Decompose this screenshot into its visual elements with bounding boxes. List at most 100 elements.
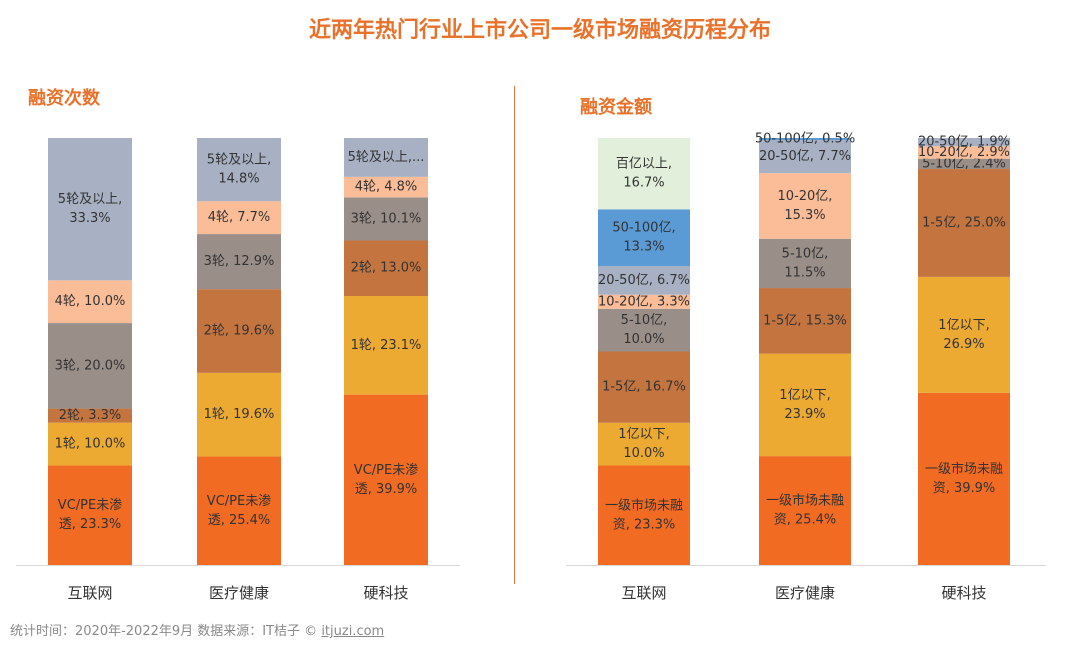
data-label: 1轮, 19.6% [204, 407, 275, 422]
data-label: 1亿以下, [938, 318, 989, 333]
data-label: 5-10亿, 2.4% [922, 156, 1006, 171]
bar-segment [598, 351, 690, 423]
bar-segment [598, 294, 690, 309]
data-label: 10.0% [623, 332, 664, 347]
footer-text: 统计时间：2020年-2022年9月 数据来源：IT桔子 © [10, 624, 322, 639]
bar-segment [598, 138, 690, 210]
data-label: 15.3% [784, 208, 825, 223]
data-label: 16.7% [623, 176, 664, 191]
bar-segment [344, 295, 428, 395]
data-label: VC/PE未渗 [207, 494, 271, 509]
bar-segment [918, 146, 1010, 159]
data-label: 10-20亿, 3.3% [598, 294, 690, 309]
data-label: 5-10亿, [621, 313, 668, 328]
category-label: 硬科技 [363, 584, 408, 602]
bar-segment [759, 353, 851, 457]
category-label: 医疗健康 [209, 584, 269, 602]
bar-segment [759, 173, 851, 239]
data-label: 20-50亿, 1.9% [918, 135, 1010, 150]
bar-segment [759, 138, 851, 141]
source-link[interactable]: itjuzi.com [321, 624, 385, 639]
data-label: 5轮及以上, [207, 153, 271, 168]
bar-segment [918, 392, 1010, 565]
bar-segment [598, 308, 690, 352]
bar-segment [759, 288, 851, 354]
bar-segment [598, 422, 690, 466]
data-label: 5-10亿, [782, 246, 829, 261]
bar-segment [918, 169, 1010, 277]
bar-segment [197, 138, 281, 202]
data-label: 3轮, 12.9% [204, 254, 275, 269]
bar-segment [598, 209, 690, 267]
data-label: 5轮及以上,... [348, 150, 425, 165]
bar-segment [197, 201, 281, 235]
bar-segment [197, 372, 281, 457]
data-label: 一级市场未融 [766, 493, 844, 509]
data-label: 10-20亿, [778, 189, 833, 204]
data-label: 26.9% [943, 337, 984, 352]
bar-segment [918, 158, 1010, 170]
bar-segment [48, 280, 132, 324]
data-label: 2轮, 3.3% [59, 408, 122, 423]
data-label: 50-100亿, 0.5% [755, 132, 855, 147]
bar-segment [918, 138, 1010, 147]
bar-segment [48, 408, 132, 423]
chart-title-financing-count: 融资次数 [28, 88, 100, 109]
bar-segment [344, 197, 428, 241]
bar-segment [344, 138, 428, 177]
data-label: 13.3% [623, 240, 664, 255]
bar-segment [197, 289, 281, 373]
data-label: 4轮, 7.7% [208, 210, 271, 225]
data-label: 资, 39.9% [933, 481, 996, 496]
category-label: 医疗健康 [775, 584, 835, 602]
data-label: 资, 23.3% [613, 517, 676, 532]
data-label: 1-5亿, 15.3% [763, 313, 847, 328]
data-label: 1-5亿, 25.0% [922, 215, 1006, 230]
page-title: 近两年热门行业上市公司一级市场融资历程分布 [308, 18, 771, 43]
bar-segment [344, 394, 428, 565]
data-label: 3轮, 10.1% [351, 211, 422, 226]
footer-source: 统计时间：2020年-2022年9月 数据来源：IT桔子 © itjuzi.co… [10, 620, 384, 639]
data-label: 20-50亿, 6.7% [598, 273, 690, 288]
category-label: 互联网 [621, 584, 666, 602]
data-label: 20-50亿, 7.7% [759, 149, 851, 164]
bar-segment [48, 138, 132, 281]
data-label: 10-20亿, 2.9% [918, 145, 1010, 160]
bar-segment [344, 240, 428, 296]
data-label: 10.0% [623, 446, 664, 461]
data-label: 一级市场未融 [925, 461, 1003, 477]
panel-divider [514, 86, 515, 584]
data-label: 23.9% [784, 407, 825, 422]
bar-segment [759, 140, 851, 174]
data-label: 11.5% [784, 265, 825, 280]
bar-segment [48, 465, 132, 565]
data-label: 4轮, 4.8% [355, 180, 418, 195]
data-label: 1亿以下, [779, 388, 830, 403]
data-label: 4轮, 10.0% [55, 294, 126, 309]
data-label: 1-5亿, 16.7% [602, 380, 686, 395]
data-label: 一级市场未融 [605, 497, 683, 513]
bar-segment [344, 176, 428, 198]
data-label: 33.3% [69, 211, 110, 226]
chart-title-financing-amount: 融资金额 [580, 97, 652, 118]
data-label: 50-100亿, [612, 221, 675, 236]
data-label: 透, 39.9% [355, 482, 418, 497]
data-label: 百亿以上, [616, 157, 672, 172]
data-label: 透, 23.3% [59, 517, 122, 532]
data-label: VC/PE未渗 [58, 498, 122, 513]
data-label: 14.8% [218, 172, 259, 187]
bar-segment [598, 266, 690, 295]
bar-segment [759, 456, 851, 565]
bar-segment [918, 276, 1010, 393]
bar-segment [598, 465, 690, 565]
data-label: 1轮, 23.1% [351, 338, 422, 353]
data-label: 透, 25.4% [208, 513, 271, 528]
data-label: 3轮, 20.0% [55, 358, 126, 373]
data-label: 1亿以下, [618, 427, 669, 442]
data-label: 2轮, 13.0% [351, 261, 422, 276]
bar-segment [48, 422, 132, 466]
data-label: 2轮, 19.6% [204, 324, 275, 339]
